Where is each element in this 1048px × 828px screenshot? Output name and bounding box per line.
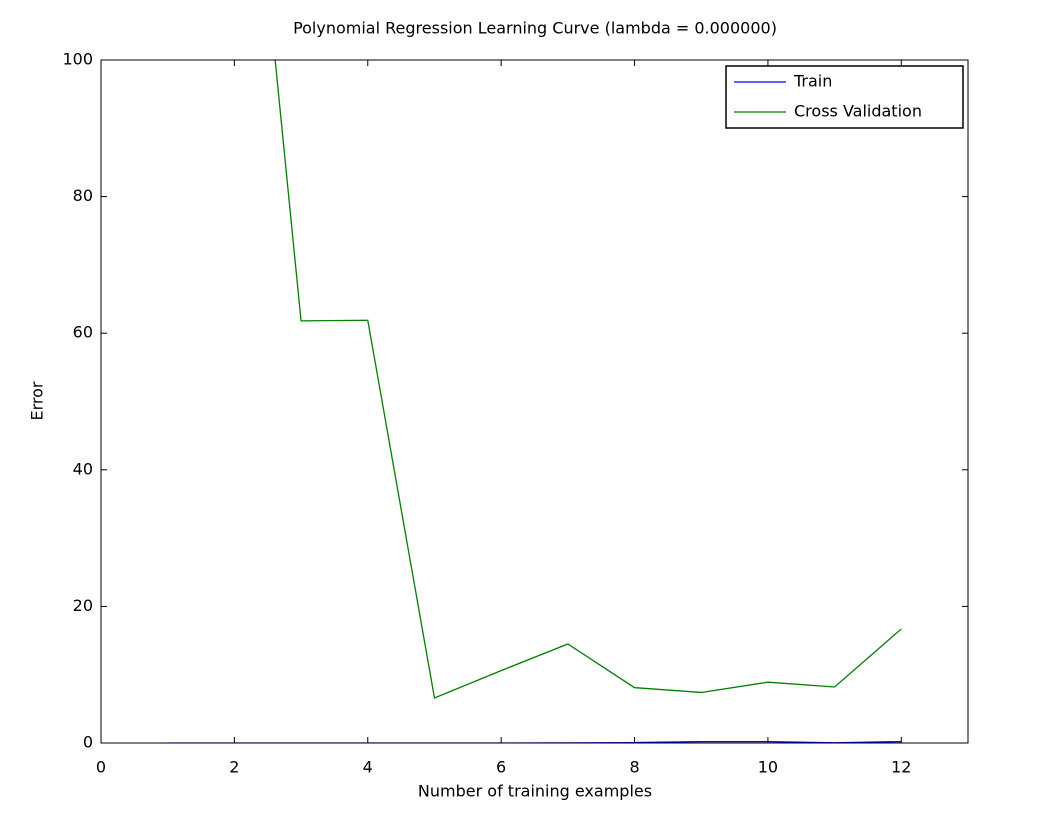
y-axis-label: Error bbox=[28, 381, 47, 420]
chart-title: Polynomial Regression Learning Curve (la… bbox=[293, 19, 777, 38]
x-tick-label: 10 bbox=[758, 758, 778, 777]
legend-label: Train bbox=[793, 72, 832, 91]
y-tick-label: 0 bbox=[83, 733, 93, 752]
legend-box bbox=[725, 65, 964, 129]
y-tick-label: 40 bbox=[73, 459, 93, 478]
x-axis-label: Number of training examples bbox=[418, 782, 652, 801]
y-tick-label: 60 bbox=[73, 323, 93, 342]
y-tick-label: 100 bbox=[62, 50, 93, 69]
x-tick-label: 8 bbox=[629, 758, 639, 777]
x-tick-label: 6 bbox=[496, 758, 506, 777]
plot-frame bbox=[100, 59, 969, 744]
series-line bbox=[274, 60, 902, 699]
legend-label: Cross Validation bbox=[794, 102, 922, 121]
x-tick-label: 0 bbox=[96, 758, 106, 777]
x-tick-label: 12 bbox=[891, 758, 911, 777]
x-tick-label: 2 bbox=[229, 758, 239, 777]
x-tick-label: 4 bbox=[363, 758, 373, 777]
y-tick-label: 20 bbox=[73, 596, 93, 615]
y-tick-label: 80 bbox=[73, 186, 93, 205]
